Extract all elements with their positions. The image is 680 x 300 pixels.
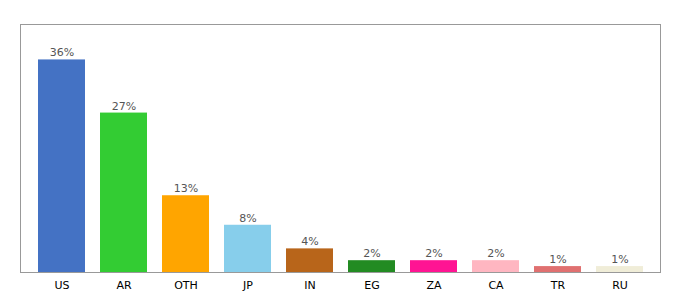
svg-text:27%: 27% xyxy=(112,100,136,113)
svg-text:2%: 2% xyxy=(487,247,504,260)
svg-text:13%: 13% xyxy=(174,182,198,195)
svg-text:AR: AR xyxy=(116,279,132,292)
svg-text:US: US xyxy=(54,279,69,292)
svg-text:TR: TR xyxy=(550,279,566,292)
svg-text:4%: 4% xyxy=(301,235,318,248)
svg-text:IN: IN xyxy=(304,279,315,292)
svg-text:1%: 1% xyxy=(611,253,628,266)
svg-text:2%: 2% xyxy=(425,247,442,260)
svg-text:8%: 8% xyxy=(239,212,256,225)
svg-text:36%: 36% xyxy=(50,46,74,59)
svg-text:EG: EG xyxy=(364,279,379,292)
svg-text:2%: 2% xyxy=(363,247,380,260)
svg-text:OTH: OTH xyxy=(174,279,198,292)
svg-text:1%: 1% xyxy=(549,253,566,266)
svg-text:ZA: ZA xyxy=(426,279,442,292)
svg-text:JP: JP xyxy=(242,279,253,292)
svg-text:CA: CA xyxy=(488,279,504,292)
svg-text:RU: RU xyxy=(612,279,628,292)
